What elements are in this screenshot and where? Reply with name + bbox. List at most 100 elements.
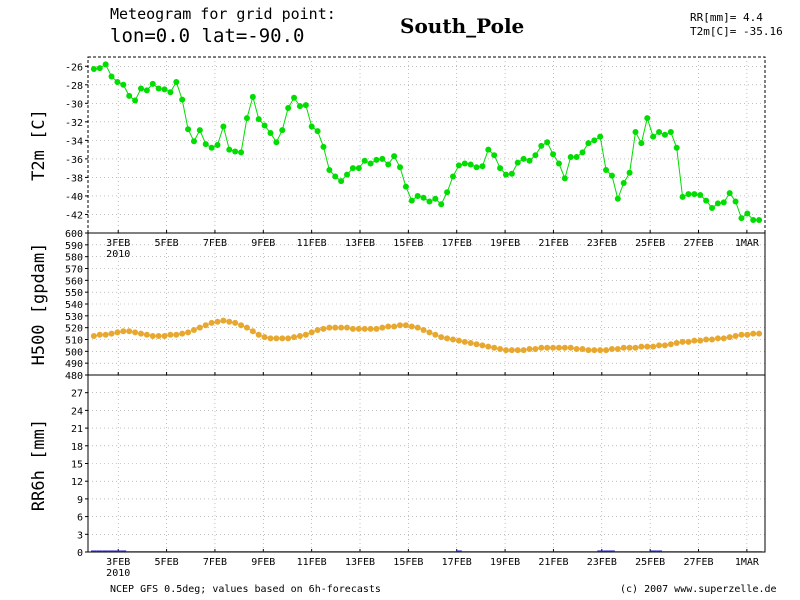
- rr-bar: [614, 551, 621, 552]
- rr-bar: [361, 551, 368, 552]
- y-tick-label: 490: [65, 359, 83, 370]
- y-tick-label: 9: [77, 495, 83, 506]
- h500-point: [479, 342, 486, 349]
- h500-point: [544, 344, 551, 351]
- h500-point: [367, 325, 374, 332]
- t2m-point: [603, 167, 610, 174]
- rr-bar: [479, 551, 486, 552]
- t2m-point: [285, 104, 292, 111]
- x-tick-label: 11FEB: [297, 557, 327, 568]
- rr-bar: [191, 551, 197, 552]
- rr-bar: [202, 551, 209, 552]
- h500-point: [402, 322, 409, 329]
- h500-point: [679, 338, 686, 345]
- h500-point: [573, 345, 580, 352]
- h500-point: [514, 347, 521, 354]
- t2m-point: [279, 127, 286, 134]
- y-tick-label: 510: [65, 336, 83, 347]
- h500-point: [385, 323, 392, 330]
- rr-bar: [414, 551, 421, 552]
- h500-point: [332, 324, 339, 331]
- rr-bar: [244, 551, 250, 552]
- t2m-point: [255, 116, 262, 123]
- rr-bar: [738, 551, 745, 552]
- rr-bar: [349, 551, 356, 552]
- y-tick-label: 530: [65, 312, 83, 323]
- y-tick-label: -32: [65, 118, 83, 129]
- rr-bar: [196, 551, 203, 552]
- rr-bar: [644, 551, 651, 552]
- rr-bar: [114, 550, 121, 552]
- t2m-point: [685, 191, 692, 198]
- h500-point: [291, 334, 298, 341]
- t2m-point: [467, 161, 474, 168]
- t2m-point: [502, 171, 509, 178]
- t2m-point: [526, 157, 533, 164]
- rr-bar: [261, 551, 268, 552]
- y-tick-label: -30: [65, 99, 83, 110]
- h500-point: [414, 324, 421, 331]
- t2m-point: [344, 171, 351, 178]
- rr-bar: [691, 551, 698, 552]
- t2m-point: [585, 140, 592, 147]
- h500-point: [232, 319, 239, 326]
- h500-point: [261, 334, 268, 341]
- rr-bar: [120, 550, 127, 552]
- rr-bar: [302, 551, 309, 552]
- rr-bar: [709, 551, 715, 552]
- x-tick-label: 19FEB: [490, 557, 520, 568]
- t2m-point: [479, 163, 486, 170]
- h500-point: [555, 344, 562, 351]
- t2m-point: [561, 175, 568, 182]
- x-tick-label: 19FEB: [490, 238, 520, 249]
- t2m-point: [550, 151, 557, 158]
- t2m-point: [349, 165, 356, 172]
- rr-bar: [220, 551, 227, 552]
- t2m-point: [726, 190, 733, 197]
- h500-point: [108, 330, 115, 337]
- h500-point: [214, 318, 221, 325]
- rr-bar: [485, 551, 492, 552]
- h500-point: [603, 347, 610, 354]
- rr-bar: [308, 551, 315, 552]
- h500-point: [650, 343, 657, 350]
- h500-point: [132, 329, 139, 336]
- t2m-point: [473, 164, 480, 171]
- t2m-point: [173, 79, 180, 86]
- y-tick-label: 6: [77, 513, 83, 524]
- rr-bar: [620, 551, 627, 552]
- h500-point: [756, 330, 763, 337]
- t2m-point: [555, 160, 562, 167]
- y-tick-label: 600: [65, 229, 83, 240]
- h500-point: [432, 331, 439, 338]
- x-tick-label: 23FEB: [587, 238, 617, 249]
- t2m-point: [102, 61, 109, 68]
- x-tick-label: 25FEB: [635, 238, 665, 249]
- t2m-point: [238, 149, 245, 156]
- rr-bar: [426, 551, 433, 552]
- t2m-summary: T2m[C]= -35.16: [690, 25, 783, 38]
- t2m-point: [190, 138, 197, 145]
- h500-point: [238, 322, 245, 329]
- rr-bar: [326, 551, 333, 552]
- rr-bar: [232, 551, 239, 552]
- t2m-point: [132, 97, 139, 104]
- t2m-point: [538, 142, 545, 149]
- y-tick-label: 18: [71, 442, 83, 453]
- rr-bar: [514, 551, 521, 552]
- h500-point: [179, 330, 186, 337]
- t2m-point: [438, 201, 445, 208]
- h500-point: [220, 317, 227, 324]
- h500-point: [114, 329, 121, 336]
- t2m-point: [667, 129, 674, 136]
- t2m-point: [314, 128, 321, 135]
- rr-bar: [373, 551, 380, 552]
- rr-bar: [697, 551, 704, 552]
- h500-point: [326, 324, 333, 331]
- h500-point: [208, 319, 215, 326]
- rr-bar: [173, 551, 180, 552]
- x-tick-label: 13FEB: [345, 238, 375, 249]
- rr-bar: [185, 551, 192, 552]
- t2m-point: [379, 155, 386, 162]
